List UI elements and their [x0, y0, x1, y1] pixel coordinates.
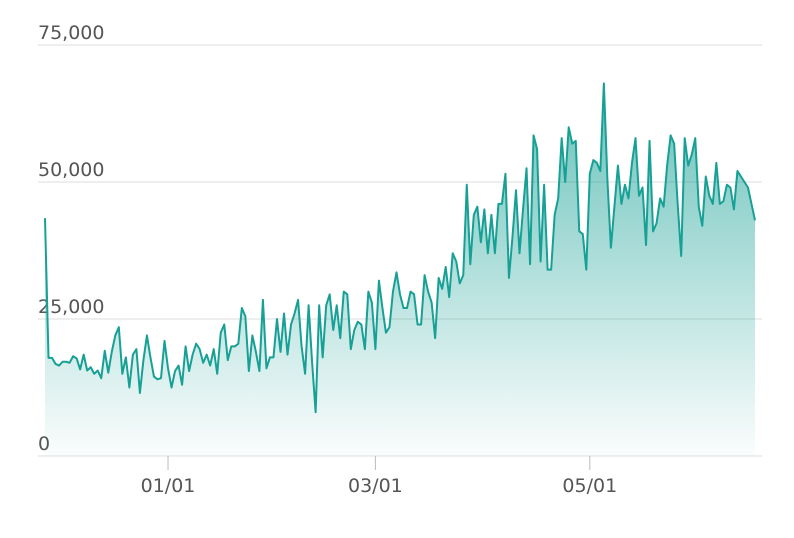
x-tick-label: 03/01	[348, 475, 403, 497]
y-tick-label: 75,000	[38, 22, 104, 44]
area	[45, 83, 755, 457]
x-tick-label: 01/01	[141, 475, 196, 497]
line	[44, 82, 756, 414]
y-tick-label: 50,000	[38, 159, 104, 181]
y-tick-label: 25,000	[38, 296, 104, 318]
x-tick-label: 05/01	[562, 475, 617, 497]
